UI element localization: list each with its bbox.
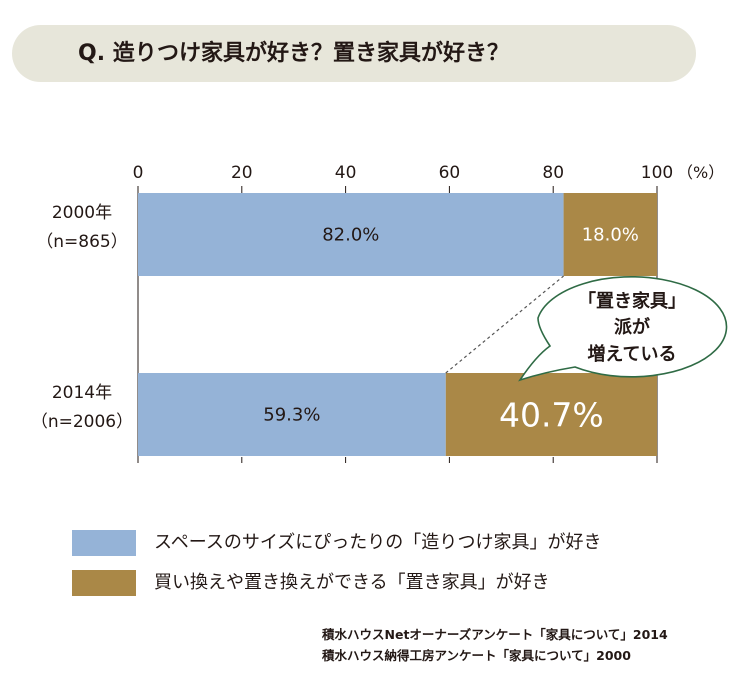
- x-tick-label: 100: [641, 163, 673, 183]
- callout-text: 派が: [614, 316, 650, 338]
- category-year-label: 2000年: [52, 203, 112, 223]
- category-year-label: 2014年: [52, 383, 112, 403]
- data-label: 82.0%: [322, 225, 379, 246]
- legend-label-built-in: スペースのサイズにぴったりの「造りつけ家具」が好き: [154, 532, 602, 553]
- category-n-label: （n=2006）: [31, 412, 133, 432]
- connector-line: [445, 275, 564, 374]
- callout-text: 「置き家具」: [578, 290, 686, 312]
- category-n-label: （n=865）: [36, 232, 127, 252]
- callout-text: 増えている: [587, 343, 676, 365]
- bar-segment: [138, 373, 446, 456]
- bar-segment: [445, 373, 657, 456]
- bar-chart: 0 20 40 60 80 100 （%） 2000年 （n=865） 2014年 （n=2006）…: [31, 163, 728, 463]
- title-banner: Q. 造りつけ家具が好き？置き家具が好き？: [12, 25, 696, 82]
- source-notes: 積水ハウスNetオーナーズアンケート「家具について」2014 積水ハウス納得工房…: [322, 624, 668, 666]
- legend-swatch-freestanding: [72, 570, 136, 596]
- bar-layer: 82.0% 18.0% 59.3% 40.7%: [138, 193, 657, 456]
- x-axis-unit: （%）: [677, 163, 724, 182]
- chart-title: Q. 造りつけ家具が好き？置き家具が好き？: [78, 41, 509, 66]
- data-label: 59.3%: [263, 405, 320, 426]
- x-tick-label: 20: [231, 163, 253, 183]
- source-note-2014: 積水ハウスNetオーナーズアンケート「家具について」2014: [322, 627, 668, 642]
- bar-segment: [563, 193, 657, 276]
- speech-bubble: [518, 276, 728, 382]
- x-tick-label: 0: [133, 163, 144, 183]
- x-tick-label: 80: [542, 163, 564, 183]
- data-label: 18.0%: [582, 225, 639, 246]
- source-note-2000: 積水ハウス納得工房アンケート「家具について」2000: [322, 648, 631, 663]
- legend-swatch-built-in: [72, 530, 136, 556]
- legend-label-freestanding: 買い換えや置き換えができる「置き家具」が好き: [154, 572, 550, 593]
- x-tick-label: 40: [335, 163, 357, 183]
- data-label: 40.7%: [499, 396, 604, 435]
- bar-segment: [138, 193, 564, 276]
- x-tick-label: 60: [439, 163, 461, 183]
